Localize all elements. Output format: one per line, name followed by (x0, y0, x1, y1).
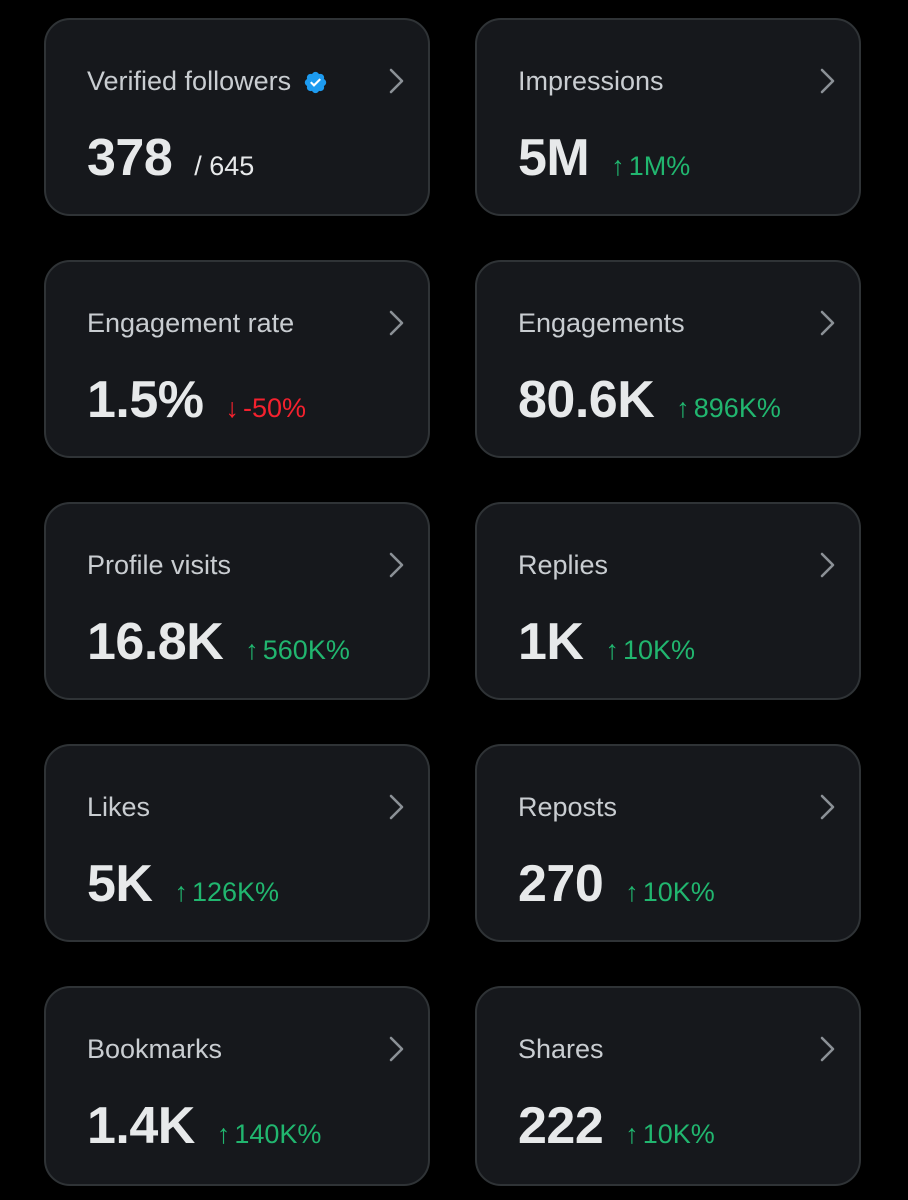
card-label: Shares (518, 1032, 604, 1066)
change-text: 10K% (642, 1119, 715, 1149)
chevron-right-icon (389, 310, 404, 336)
change-indicator: ↑ 1M% (611, 151, 690, 182)
metric-value: 1.4K (87, 1097, 195, 1155)
metric-value: 378 (87, 129, 173, 187)
change-text: 10K% (642, 877, 715, 907)
change-text: 10K% (622, 635, 696, 665)
change-text: 560K% (262, 635, 350, 665)
card-profile-visits[interactable]: Profile visits 16.8K ↑ 560K% (44, 502, 430, 700)
card-engagements[interactable]: Engagements 80.6K ↑ 896K% (475, 260, 861, 458)
metric-value: 5M (518, 129, 590, 187)
metric-total: / 645 (194, 151, 255, 181)
chevron-right-icon (389, 794, 404, 820)
change-indicator: ↑ 140K% (217, 1119, 322, 1150)
card-label: Replies (518, 548, 608, 582)
card-bookmarks[interactable]: Bookmarks 1.4K ↑ 140K% (44, 986, 430, 1186)
arrow-up-icon: ↑ (174, 877, 188, 907)
chevron-right-icon (820, 1036, 835, 1062)
card-verified-followers[interactable]: Verified followers 378 / 645 (44, 18, 430, 216)
card-engagement-rate[interactable]: Engagement rate 1.5% ↓ -50% (44, 260, 430, 458)
card-label: Impressions (518, 64, 664, 98)
arrow-up-icon: ↑ (611, 151, 625, 181)
change-indicator: ↑ 896K% (676, 393, 781, 424)
change-indicator: ↑ 126K% (174, 877, 279, 908)
card-likes[interactable]: Likes 5K ↑ 126K% (44, 744, 430, 942)
card-label-text: Engagement rate (87, 308, 295, 338)
change-indicator: ↓ -50% (226, 393, 307, 424)
change-text: 140K% (234, 1119, 322, 1149)
chevron-right-icon (820, 794, 835, 820)
metric-value: 222 (518, 1097, 604, 1155)
change-indicator: ↑ 10K% (605, 635, 695, 666)
metric-value: 1.5% (87, 371, 204, 429)
chevron-right-icon (389, 1036, 404, 1062)
card-reposts[interactable]: Reposts 270 ↑ 10K% (475, 744, 861, 942)
card-label-text: Bookmarks (87, 1034, 223, 1064)
card-label: Bookmarks (87, 1032, 222, 1066)
value-row: 270 ↑ 10K% (518, 854, 715, 914)
value-row: 16.8K ↑ 560K% (87, 612, 350, 672)
change-text: 896K% (693, 393, 781, 423)
card-shares[interactable]: Shares 222 ↑ 10K% (475, 986, 861, 1186)
arrow-up-icon: ↑ (245, 635, 259, 665)
card-replies[interactable]: Replies 1K ↑ 10K% (475, 502, 861, 700)
change-indicator: ↑ 10K% (625, 877, 715, 908)
chevron-right-icon (820, 68, 835, 94)
card-impressions[interactable]: Impressions 5M ↑ 1M% (475, 18, 861, 216)
value-row: 1.4K ↑ 140K% (87, 1096, 321, 1156)
change-text: 126K% (191, 877, 280, 907)
card-label-text: Impressions (518, 66, 664, 96)
change-indicator: ↑ 10K% (625, 1119, 715, 1150)
chevron-right-icon (820, 310, 835, 336)
arrow-up-icon: ↑ (625, 1119, 639, 1149)
chevron-right-icon (389, 68, 404, 94)
value-row: 222 ↑ 10K% (518, 1096, 715, 1156)
value-row: 80.6K ↑ 896K% (518, 370, 781, 430)
change-text: -50% (243, 393, 307, 423)
metric-value: 270 (518, 855, 604, 913)
card-label: Verified followers (87, 64, 328, 98)
metric-value: 1K (518, 613, 584, 671)
card-label: Reposts (518, 790, 617, 824)
value-row: 5K ↑ 126K% (87, 854, 279, 914)
metric-value: 16.8K (87, 613, 224, 671)
change-text: 1M% (628, 151, 691, 181)
arrow-down-icon: ↓ (225, 393, 240, 423)
value-row: 1K ↑ 10K% (518, 612, 695, 672)
card-label: Profile visits (87, 548, 231, 582)
value-row: 1.5% ↓ -50% (87, 370, 306, 430)
card-label: Likes (87, 790, 150, 824)
chevron-right-icon (820, 552, 835, 578)
metric-value: 80.6K (518, 371, 655, 429)
card-label: Engagement rate (87, 306, 294, 340)
value-row: 378 / 645 (87, 128, 254, 188)
card-label-text: Likes (87, 792, 151, 822)
card-label-text: Replies (518, 550, 609, 580)
chevron-right-icon (389, 552, 404, 578)
arrow-up-icon: ↑ (625, 877, 639, 907)
value-row: 5M ↑ 1M% (518, 128, 690, 188)
card-label-text: Shares (518, 1034, 604, 1064)
arrow-up-icon: ↑ (676, 393, 690, 423)
change-indicator: ↑ 560K% (245, 635, 350, 666)
card-label-text: Engagements (518, 308, 685, 338)
card-label-text: Verified followers (87, 66, 292, 96)
arrow-up-icon: ↑ (216, 1119, 231, 1149)
card-label-text: Reposts (518, 792, 618, 822)
card-label: Engagements (518, 306, 685, 340)
metric-value: 5K (87, 855, 153, 913)
verified-badge-icon (303, 69, 328, 94)
card-label-text: Profile visits (87, 550, 232, 580)
arrow-up-icon: ↑ (605, 635, 619, 665)
